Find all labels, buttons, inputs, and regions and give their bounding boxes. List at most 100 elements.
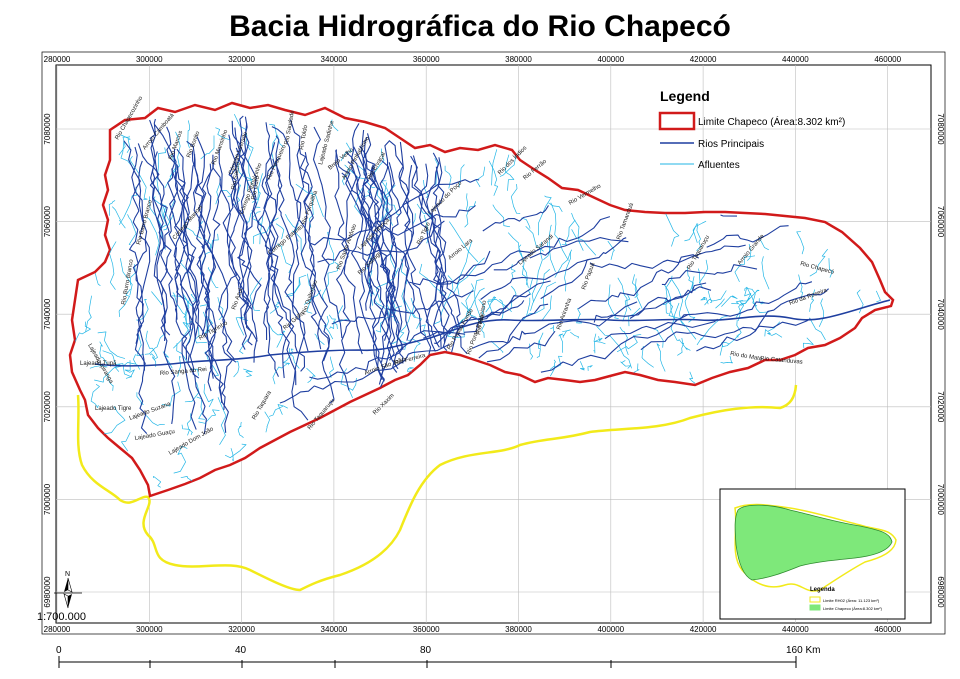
- x-tick-label-bottom: 420000: [690, 625, 717, 634]
- tributary: [243, 368, 253, 377]
- tributary: [89, 365, 108, 369]
- tributary: [149, 353, 157, 367]
- tributary: [94, 363, 121, 383]
- y-tick-label-left: 7020000: [43, 391, 52, 423]
- tributary: [570, 331, 579, 339]
- main-river: [523, 301, 638, 335]
- main-river: [369, 166, 396, 388]
- main-river: [137, 143, 168, 342]
- x-tick-label-top: 340000: [321, 55, 348, 64]
- tributary: [306, 367, 316, 383]
- legend-item-main-rivers: Rios Principais: [698, 139, 764, 150]
- tributary: [259, 216, 264, 245]
- main-river: [274, 157, 309, 421]
- tributary: [607, 284, 619, 319]
- tributary: [233, 360, 240, 378]
- scale-label-40: 40: [235, 645, 247, 656]
- tributary: [151, 291, 163, 306]
- x-tick-label-top: 400000: [597, 55, 624, 64]
- tributary: [239, 337, 250, 354]
- tributary: [286, 277, 301, 296]
- north-arrow-icon: N: [54, 571, 82, 609]
- main-river: [271, 126, 309, 352]
- tributary: [269, 123, 278, 169]
- tributary: [507, 232, 524, 260]
- tributary: [419, 324, 427, 336]
- main-river: [589, 244, 746, 270]
- tributary: [314, 333, 325, 345]
- y-tick-label-right: 7040000: [936, 299, 945, 331]
- tributary: [264, 411, 270, 433]
- main-river: [680, 281, 813, 319]
- tributary: [153, 476, 162, 488]
- tributary: [407, 367, 414, 372]
- tributary: [329, 356, 334, 378]
- tributary: [875, 290, 881, 303]
- main-river: [123, 140, 146, 371]
- north-label: N: [65, 571, 70, 578]
- tributary: [696, 223, 701, 251]
- tributary: [828, 258, 833, 278]
- tributary: [277, 134, 284, 148]
- tributary: [277, 404, 288, 415]
- tributary: [373, 298, 390, 318]
- tributary: [119, 186, 137, 225]
- tributary: [120, 141, 135, 170]
- river-label: Lajeado Tigre: [95, 406, 132, 412]
- main-river: [222, 127, 253, 310]
- y-tick-label-right: 7020000: [936, 391, 945, 423]
- tributary: [715, 298, 725, 309]
- tributary: [653, 328, 664, 348]
- tributary: [321, 261, 339, 301]
- tributary: [108, 200, 116, 216]
- tributary: [671, 275, 685, 327]
- main-river: [493, 216, 611, 271]
- tributary: [156, 147, 167, 195]
- tributary: [543, 241, 551, 260]
- tributary: [564, 251, 571, 292]
- tributary: [119, 258, 133, 296]
- tributary: [531, 241, 543, 302]
- tributary: [347, 377, 357, 391]
- main-river: [300, 152, 328, 350]
- river-label: Rio Toldo: [299, 124, 309, 150]
- main-river: [191, 151, 229, 433]
- legend: Legend Limite Chapeco (Área:8.302 km²) R…: [658, 88, 845, 171]
- tributary: [549, 359, 556, 377]
- main-river: [235, 147, 253, 346]
- tributary: [180, 476, 193, 482]
- tributary: [130, 264, 136, 286]
- main-river: [184, 154, 200, 312]
- main-river: [480, 258, 590, 300]
- main-river: [363, 136, 432, 355]
- x-tick-label-bottom: 320000: [228, 625, 255, 634]
- main-river: [317, 220, 445, 263]
- x-tick-label-top: 300000: [136, 55, 163, 64]
- tributary: [548, 224, 556, 273]
- tributary: [118, 288, 131, 317]
- x-tick-label-top: 360000: [413, 55, 440, 64]
- main-river: [629, 286, 712, 319]
- tributary: [74, 321, 91, 342]
- tributary: [485, 296, 497, 313]
- x-tick-label-top: 280000: [44, 55, 71, 64]
- tributary: [303, 273, 313, 305]
- tributary: [120, 134, 131, 153]
- main-river: [720, 214, 738, 217]
- main-river: [233, 115, 253, 316]
- tributary: [510, 184, 521, 214]
- tributary: [518, 244, 529, 288]
- main-river: [309, 178, 480, 246]
- tributary: [255, 186, 261, 208]
- tributary: [689, 371, 696, 384]
- scale-bar: 0 40 80 160 Km: [56, 645, 820, 668]
- tributary: [447, 325, 465, 338]
- tributary: [90, 384, 100, 408]
- y-tick-label-left: 6980000: [43, 576, 52, 608]
- y-tick-label-left: 7080000: [43, 113, 52, 145]
- tributary: [136, 392, 144, 406]
- main-river: [486, 330, 556, 363]
- main-river: [540, 314, 688, 373]
- tributary: [103, 406, 126, 435]
- tributary: [203, 311, 208, 336]
